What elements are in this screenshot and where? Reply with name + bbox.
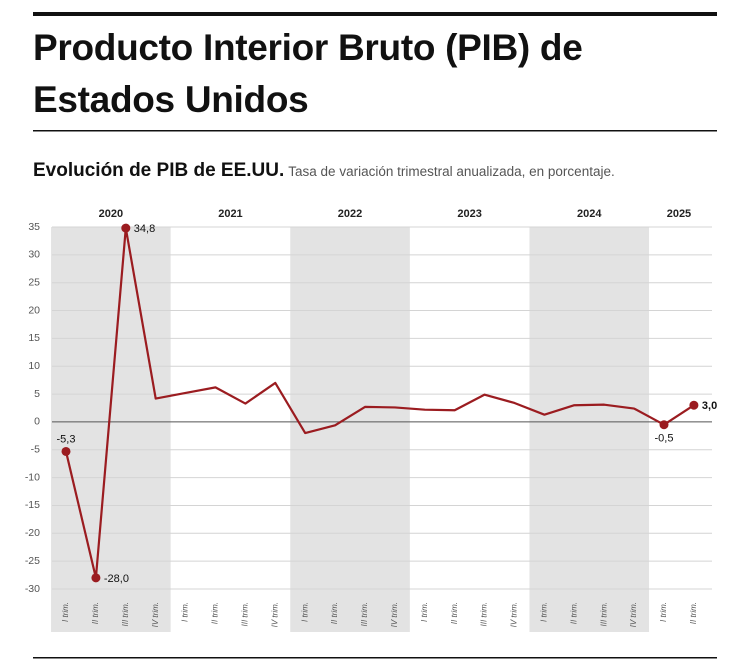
title: Producto Interior Bruto (PIB) de Estados… xyxy=(33,27,583,120)
y-tick-label: 15 xyxy=(28,332,40,344)
x-tick-label: I trim. xyxy=(540,602,549,622)
x-tick-label: II trim. xyxy=(211,602,220,624)
year-band xyxy=(529,227,650,632)
year-label: 2025 xyxy=(667,208,691,220)
year-label: 2024 xyxy=(577,208,602,220)
y-tick-label: -15 xyxy=(25,499,40,511)
y-tick-label: -20 xyxy=(25,527,40,539)
y-tick-label: 25 xyxy=(28,276,40,288)
data-label: 34,8 xyxy=(134,223,155,235)
data-line xyxy=(64,227,695,579)
subtitle-block: Evolución de PIB de EE.UU. Tasa de variac… xyxy=(33,160,615,182)
y-tick-label: 5 xyxy=(34,388,40,400)
x-tick-label: IV trim. xyxy=(151,602,160,627)
bottom-rule xyxy=(33,657,717,659)
data-point xyxy=(689,400,699,410)
x-tick-label: IV trim. xyxy=(390,602,399,627)
x-tick-label: I trim. xyxy=(61,602,70,622)
y-tick-label: 35 xyxy=(28,221,40,233)
y-tick-label: -25 xyxy=(25,555,40,567)
x-tick-label: IV trim. xyxy=(510,602,519,627)
data-point xyxy=(61,446,71,456)
y-tick-label: -10 xyxy=(25,471,40,483)
description: Tasa de variación trimestral anualizada,… xyxy=(288,164,615,179)
x-tick-label: II trim. xyxy=(91,602,100,624)
y-tick-label: 20 xyxy=(28,304,40,316)
y-tick-label: -30 xyxy=(25,583,40,595)
data-point xyxy=(659,420,669,430)
year-label: 2020 xyxy=(99,208,123,220)
data-label: -5,3 xyxy=(57,433,76,445)
year-band xyxy=(290,227,410,632)
data-label: -0,5 xyxy=(655,433,674,445)
x-tick-label: IV trim. xyxy=(270,602,279,627)
year-band xyxy=(51,227,171,632)
y-tick-label: 0 xyxy=(34,416,40,428)
subtitle: Evolución de PIB de EE.UU. xyxy=(33,160,285,181)
year-label: 2023 xyxy=(457,208,481,220)
x-tick-label: II trim. xyxy=(569,602,578,624)
x-tick-label: II trim. xyxy=(689,602,698,624)
year-label: 2022 xyxy=(338,208,362,220)
data-point xyxy=(121,223,131,233)
x-tick-label: III trim. xyxy=(360,602,369,626)
y-tick-label: 30 xyxy=(28,249,40,261)
x-tick-label: I trim. xyxy=(659,602,668,622)
x-tick-label: I trim. xyxy=(420,602,429,622)
y-tick-label: -5 xyxy=(31,444,40,456)
x-tick-label: I trim. xyxy=(181,602,190,622)
y-tick-label: 10 xyxy=(28,360,40,372)
data-label: -28,0 xyxy=(104,573,129,585)
x-tick-label: III trim. xyxy=(599,602,608,626)
x-tick-label: II trim. xyxy=(450,602,459,624)
x-tick-label: I trim. xyxy=(300,602,309,622)
x-tick-label: II trim. xyxy=(330,602,339,624)
top-rule xyxy=(33,12,717,16)
x-tick-label: III trim. xyxy=(241,602,250,626)
year-label: 2021 xyxy=(218,208,242,220)
data-label: 3,0 xyxy=(702,400,717,412)
x-tick-label: III trim. xyxy=(480,602,489,626)
x-tick-label: IV trim. xyxy=(629,602,638,627)
data-point xyxy=(91,573,101,583)
x-tick-label: III trim. xyxy=(121,602,130,626)
title-rule xyxy=(33,130,717,132)
